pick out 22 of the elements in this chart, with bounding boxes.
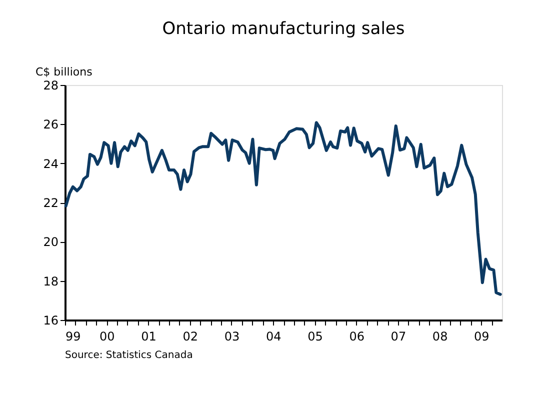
chart-title: Ontario manufacturing sales xyxy=(162,19,405,39)
y-tick-label: 18 xyxy=(43,274,58,288)
x-tick-label: 04 xyxy=(266,330,282,344)
y-tick-label: 28 xyxy=(43,78,58,92)
x-tick-label: 08 xyxy=(432,330,448,344)
x-tick-label: 01 xyxy=(141,330,156,344)
x-tick-label: 99 xyxy=(66,330,81,344)
x-tick-label: 02 xyxy=(182,330,198,344)
line-series xyxy=(64,121,502,296)
y-axis-title: C$ billions xyxy=(36,66,93,78)
y-tick-label: 22 xyxy=(43,196,58,210)
y-tick-label: 20 xyxy=(43,235,58,250)
x-tick-label: 07 xyxy=(390,330,406,344)
x-tick-label: 00 xyxy=(99,330,115,344)
y-tick-label: 26 xyxy=(43,118,58,132)
y-tick-label: 24 xyxy=(43,156,58,171)
x-tick-label: 09 xyxy=(474,330,490,344)
source-note: Source: Statistics Canada xyxy=(65,350,193,361)
x-tick-label: 03 xyxy=(224,330,240,344)
x-tick-label: 05 xyxy=(308,330,323,344)
x-tick-label: 06 xyxy=(349,330,364,344)
y-tick-label: 16 xyxy=(43,314,58,328)
